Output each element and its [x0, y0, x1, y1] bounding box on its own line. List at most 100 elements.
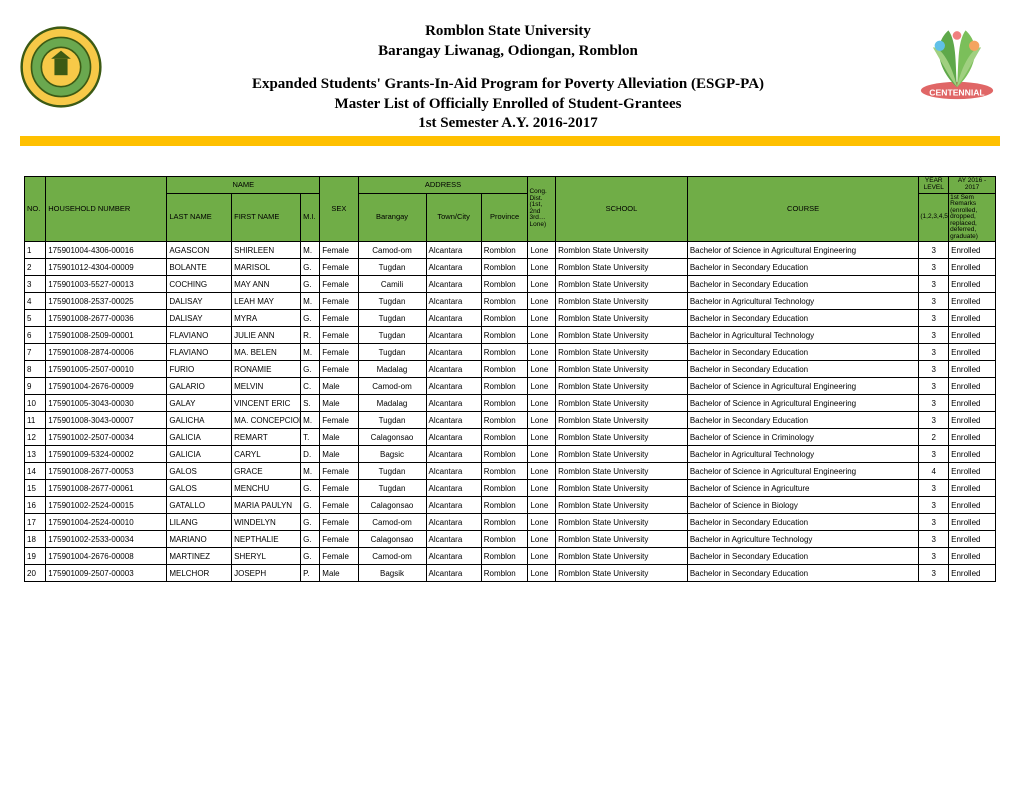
cell-first: NEPTHALIE [232, 531, 301, 548]
cell-hh: 175901008-2509-00001 [46, 327, 167, 344]
cell-rem: Enrolled [949, 344, 996, 361]
table-row: 13175901009-5324-00002GALICIACARYLD.Male… [25, 446, 996, 463]
cell-mi: G. [301, 548, 320, 565]
cell-cong: Lone [528, 548, 556, 565]
cell-brgy: Bagsic [358, 446, 426, 463]
cell-sex: Female [320, 242, 358, 259]
cell-rem: Enrolled [949, 327, 996, 344]
cell-sex: Female [320, 344, 358, 361]
cell-brgy: Camod-om [358, 378, 426, 395]
cell-first: SHERYL [232, 548, 301, 565]
cell-sex: Male [320, 395, 358, 412]
cell-prov: Romblon [481, 514, 528, 531]
cell-brgy: Tugdan [358, 327, 426, 344]
col-town: Town/City [426, 193, 481, 242]
cell-cong: Lone [528, 293, 556, 310]
cell-year: 3 [919, 531, 949, 548]
cell-town: Alcantara [426, 514, 481, 531]
cell-course: Bachelor of Science in Criminology [687, 429, 919, 446]
cell-hh: 175901008-2677-00053 [46, 463, 167, 480]
cell-rem: Enrolled [949, 446, 996, 463]
cell-town: Alcantara [426, 412, 481, 429]
cell-rem: Enrolled [949, 259, 996, 276]
table-row: 7175901008-2874-00006FLAVIANOMA. BELENM.… [25, 344, 996, 361]
cell-prov: Romblon [481, 497, 528, 514]
cell-year: 4 [919, 463, 949, 480]
cell-last: MARTINEZ [167, 548, 232, 565]
cell-no: 12 [25, 429, 46, 446]
cell-prov: Romblon [481, 276, 528, 293]
cell-mi: D. [301, 446, 320, 463]
cell-sex: Female [320, 463, 358, 480]
cell-prov: Romblon [481, 259, 528, 276]
cell-cong: Lone [528, 327, 556, 344]
cell-course: Bachelor in Secondary Education [687, 412, 919, 429]
cell-hh: 175901008-2677-00036 [46, 310, 167, 327]
cell-last: GALOS [167, 463, 232, 480]
cell-brgy: Madalag [358, 395, 426, 412]
cell-mi: P. [301, 565, 320, 582]
cell-town: Alcantara [426, 378, 481, 395]
cell-brgy: Calagonsao [358, 497, 426, 514]
cell-school: Romblon State University [556, 497, 688, 514]
cell-first: RONAMIE [232, 361, 301, 378]
table-header: NO. HOUSEHOLD NUMBER NAME SEX ADDRESS Co… [25, 176, 996, 242]
cell-cong: Lone [528, 480, 556, 497]
cell-school: Romblon State University [556, 514, 688, 531]
cell-course: Bachelor in Agricultural Technology [687, 327, 919, 344]
cell-no: 3 [25, 276, 46, 293]
cell-sex: Female [320, 310, 358, 327]
cell-year: 3 [919, 259, 949, 276]
cell-year: 3 [919, 514, 949, 531]
cell-first: SHIRLEEN [232, 242, 301, 259]
cell-brgy: Tugdan [358, 463, 426, 480]
cell-rem: Enrolled [949, 361, 996, 378]
col-cong: Cong. Dist. (1st, 2nd 3rd… Lone) [528, 176, 556, 242]
cell-rem: Enrolled [949, 497, 996, 514]
semester: 1st Semester A.Y. 2016-2017 [102, 114, 914, 134]
cell-first: MA. BELEN [232, 344, 301, 361]
cell-mi: G. [301, 480, 320, 497]
cell-last: BOLANTE [167, 259, 232, 276]
table-row: 20175901009-2507-00003MELCHORJOSEPHP.Mal… [25, 565, 996, 582]
cell-cong: Lone [528, 446, 556, 463]
cell-last: MARIANO [167, 531, 232, 548]
cell-mi: M. [301, 242, 320, 259]
cell-mi: G. [301, 259, 320, 276]
cell-school: Romblon State University [556, 293, 688, 310]
cell-course: Bachelor in Agriculture Technology [687, 531, 919, 548]
divider-bar [20, 136, 1000, 146]
cell-course: Bachelor in Secondary Education [687, 344, 919, 361]
cell-no: 10 [25, 395, 46, 412]
cell-hh: 175901002-2524-00015 [46, 497, 167, 514]
table-row: 2175901012-4304-00009BOLANTEMARISOLG.Fem… [25, 259, 996, 276]
cell-hh: 175901002-2507-00034 [46, 429, 167, 446]
cell-rem: Enrolled [949, 565, 996, 582]
cell-course: Bachelor of Science in Agricultural Engi… [687, 378, 919, 395]
cell-rem: Enrolled [949, 242, 996, 259]
header-text: Romblon State University Barangay Liwana… [102, 20, 914, 134]
cell-prov: Romblon [481, 242, 528, 259]
cell-course: Bachelor of Science in Agriculture [687, 480, 919, 497]
cell-first: LEAH MAY [232, 293, 301, 310]
cell-hh: 175901009-5324-00002 [46, 446, 167, 463]
cell-hh: 175901012-4304-00009 [46, 259, 167, 276]
cell-town: Alcantara [426, 480, 481, 497]
cell-sex: Female [320, 480, 358, 497]
cell-last: LILANG [167, 514, 232, 531]
cell-rem: Enrolled [949, 480, 996, 497]
cell-last: DALISAY [167, 293, 232, 310]
table-row: 16175901002-2524-00015GATALLOMARIA PAULY… [25, 497, 996, 514]
cell-brgy: Camili [358, 276, 426, 293]
cell-school: Romblon State University [556, 310, 688, 327]
grantees-table: NO. HOUSEHOLD NUMBER NAME SEX ADDRESS Co… [24, 176, 996, 583]
cell-hh: 175901003-5527-00013 [46, 276, 167, 293]
cell-year: 2 [919, 429, 949, 446]
cell-cong: Lone [528, 242, 556, 259]
col-no: NO. [25, 176, 46, 242]
cell-mi: G. [301, 497, 320, 514]
cell-cong: Lone [528, 395, 556, 412]
program-title: Expanded Students' Grants-In-Aid Program… [102, 75, 914, 95]
cell-no: 7 [25, 344, 46, 361]
cell-prov: Romblon [481, 463, 528, 480]
